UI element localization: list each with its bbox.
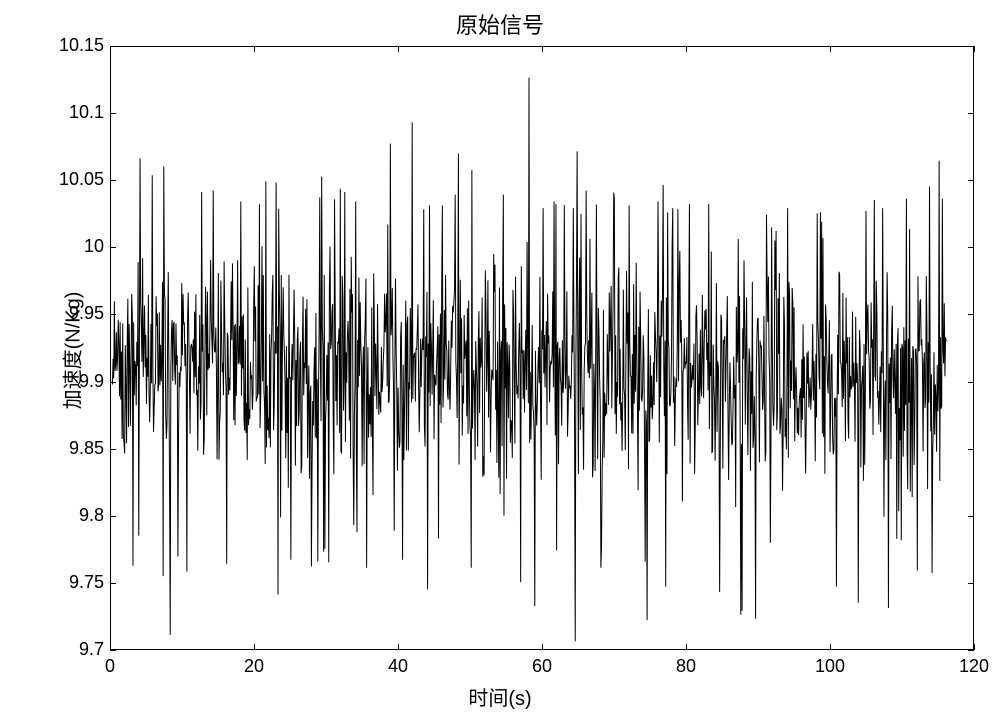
y-tick-label: 9.8 [48, 505, 104, 526]
y-tick [968, 583, 974, 584]
x-tick [830, 46, 831, 52]
y-tick-label: 9.85 [48, 438, 104, 459]
x-tick-label: 60 [522, 656, 562, 677]
y-tick [110, 247, 116, 248]
x-tick-label: 80 [666, 656, 706, 677]
x-tick [830, 644, 831, 650]
y-tick [110, 314, 116, 315]
x-tick [974, 46, 975, 52]
x-tick-label: 40 [378, 656, 418, 677]
signal-line [111, 47, 975, 651]
y-tick [968, 180, 974, 181]
x-axis-label: 时间(s) [0, 682, 1000, 711]
y-tick-label: 10.05 [48, 169, 104, 190]
y-tick [110, 449, 116, 450]
x-tick [398, 644, 399, 650]
x-tick [254, 46, 255, 52]
y-tick [968, 113, 974, 114]
chart-title: 原始信号 [0, 8, 1000, 40]
y-tick [110, 113, 116, 114]
x-tick [542, 644, 543, 650]
y-tick [968, 516, 974, 517]
x-tick [686, 644, 687, 650]
x-tick [398, 46, 399, 52]
x-tick [686, 46, 687, 52]
y-tick [968, 247, 974, 248]
x-tick [542, 46, 543, 52]
y-tick [110, 180, 116, 181]
y-tick [968, 314, 974, 315]
x-tick [254, 644, 255, 650]
figure: 原始信号 加速度(N/Kg) 时间(s) 0204060801001209.79… [0, 0, 1000, 718]
signal-path [112, 78, 946, 642]
y-tick [968, 650, 974, 651]
plot-area [110, 46, 974, 650]
y-tick [968, 449, 974, 450]
y-tick-label: 9.95 [48, 303, 104, 324]
y-tick [110, 583, 116, 584]
y-tick-label: 9.7 [48, 639, 104, 660]
y-tick-label: 10.15 [48, 35, 104, 56]
y-tick [110, 650, 116, 651]
x-tick-label: 120 [954, 656, 994, 677]
y-tick-label: 10.1 [48, 102, 104, 123]
y-tick [968, 46, 974, 47]
x-tick [974, 644, 975, 650]
x-tick-label: 20 [234, 656, 274, 677]
y-tick [110, 46, 116, 47]
y-tick-label: 10 [48, 236, 104, 257]
y-tick [968, 382, 974, 383]
y-tick-label: 9.9 [48, 371, 104, 392]
y-tick [110, 516, 116, 517]
y-tick-label: 9.75 [48, 572, 104, 593]
y-tick [110, 382, 116, 383]
x-tick-label: 100 [810, 656, 850, 677]
